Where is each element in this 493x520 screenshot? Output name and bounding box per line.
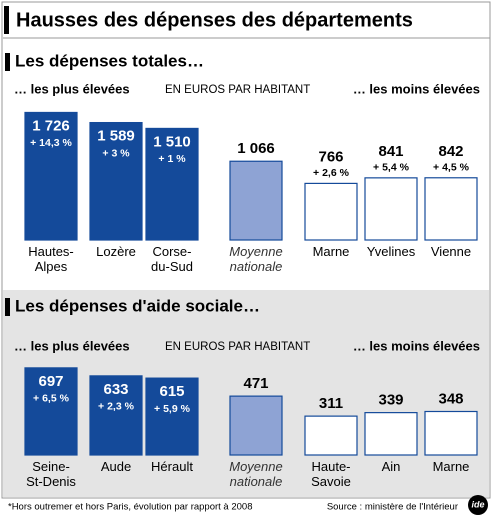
right-label: … les moins élevées xyxy=(353,338,480,353)
change-label: + 6,5 % xyxy=(33,393,70,405)
change-label: + 5,9 % xyxy=(154,403,191,415)
value-label: 339 xyxy=(378,392,403,409)
bar xyxy=(89,375,143,456)
change-label: + 1 % xyxy=(158,153,186,165)
page-title: Hausses des dépenses des départements xyxy=(16,9,413,31)
value-label: 1 589 xyxy=(97,128,135,145)
bar xyxy=(304,182,358,241)
category-label: Hautes-Alpes xyxy=(28,244,74,274)
logo: ide xyxy=(471,499,484,509)
bar xyxy=(145,377,199,456)
value-label: 348 xyxy=(438,390,463,407)
category-label: Aude xyxy=(101,459,131,474)
unit-label: EN EUROS PAR HABITANT xyxy=(165,84,310,96)
category-label: Haute-Savoie xyxy=(311,459,351,489)
category-label: Yvelines xyxy=(367,244,416,259)
bar xyxy=(364,177,418,241)
bar xyxy=(145,127,199,241)
category-label: Vienne xyxy=(431,244,471,259)
value-label: 1 066 xyxy=(237,140,275,157)
bar xyxy=(364,412,418,456)
logo-badge xyxy=(468,495,488,515)
category-label: Seine-St-Denis xyxy=(26,459,76,489)
bar xyxy=(24,367,78,456)
category-label: Ain xyxy=(382,459,401,474)
change-label: + 5,4 % xyxy=(373,162,410,174)
change-label: + 3 % xyxy=(102,147,130,159)
unit-label: EN EUROS PAR HABITANT xyxy=(165,341,310,353)
value-label: 311 xyxy=(319,395,343,412)
value-label: 842 xyxy=(438,143,463,160)
category-label: Moyenne nationale xyxy=(229,244,282,274)
bar xyxy=(229,395,283,456)
category-label: Marne xyxy=(313,244,350,259)
change-label: + 2,6 % xyxy=(313,167,350,179)
category-label: Moyenne nationale xyxy=(229,459,282,489)
source: Source : ministère de l'Intérieur xyxy=(327,502,458,513)
value-label: 615 xyxy=(159,383,184,400)
bar xyxy=(89,121,143,241)
section-background xyxy=(3,290,489,497)
change-label: + 14,3 % xyxy=(30,137,72,149)
value-label: 471 xyxy=(243,375,268,392)
value-label: 697 xyxy=(38,373,63,390)
right-label: … les moins élevées xyxy=(353,81,480,96)
title-marker xyxy=(4,6,9,34)
left-label: … les plus élevées xyxy=(14,338,130,353)
bar xyxy=(304,415,358,456)
value-label: 1 510 xyxy=(153,133,191,150)
category-label: Hérault xyxy=(151,459,193,474)
value-label: 633 xyxy=(103,381,128,398)
bar xyxy=(229,160,283,241)
value-label: 766 xyxy=(318,148,343,165)
heading-marker xyxy=(5,298,10,316)
bar xyxy=(424,177,478,241)
chart-title: Les dépenses d'aide sociale… xyxy=(15,296,260,315)
heading-marker xyxy=(5,53,10,71)
chart-title: Les dépenses totales… xyxy=(15,51,204,70)
category-label: Lozère xyxy=(96,244,136,259)
bar xyxy=(24,111,78,241)
value-label: 841 xyxy=(378,143,403,160)
bar xyxy=(424,410,478,456)
category-label: Marne xyxy=(433,459,470,474)
change-label: + 2,3 % xyxy=(98,401,135,413)
value-label: 1 726 xyxy=(32,117,70,134)
category-label: Corse-du-Sud xyxy=(151,244,193,274)
footnote: *Hors outremer et hors Paris, évolution … xyxy=(8,502,253,513)
change-label: + 4,5 % xyxy=(433,162,470,174)
left-label: … les plus élevées xyxy=(14,81,130,96)
